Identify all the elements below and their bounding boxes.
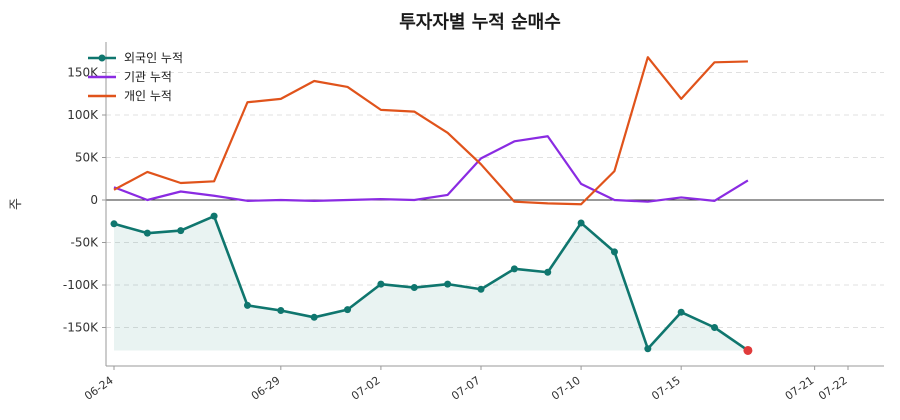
x-tick-label: 06-29: [249, 374, 283, 403]
x-tick-label: 07-21: [783, 374, 817, 403]
legend-item-2: 개인 누적: [88, 89, 172, 103]
legend-item-0: 외국인 누적: [88, 51, 183, 65]
y-tick-label: 100K: [67, 108, 99, 122]
data-point: [210, 212, 218, 220]
y-axis-label: 주: [9, 198, 24, 210]
x-tick-label: 06-24: [82, 374, 116, 403]
x-tick-label: 07-22: [816, 374, 850, 403]
x-tick-label: 07-07: [449, 374, 483, 403]
data-point: [644, 345, 652, 353]
y-tick-label: 50K: [75, 151, 99, 165]
data-point: [711, 324, 719, 331]
data-point: [143, 229, 151, 237]
legend-label: 기관 누적: [124, 70, 172, 84]
y-tick-label: -100K: [63, 278, 99, 292]
data-point: [110, 220, 118, 228]
series-line-1: [113, 135, 749, 203]
series: [110, 56, 753, 355]
data-point: [477, 285, 485, 293]
y-tick-label: 0: [90, 193, 98, 207]
data-point: [444, 280, 452, 288]
series-area-0: [114, 216, 748, 351]
legend-label: 개인 누적: [124, 89, 172, 103]
x-tick-label: 07-10: [549, 374, 583, 403]
x-ticks: 06-24 06-29 07-02 07-07 07-10 07-15 07-21 07-22: [82, 366, 850, 403]
data-point: [277, 307, 285, 314]
data-point: [510, 265, 518, 273]
legend-label: 외국인 누적: [124, 51, 183, 65]
data-point: [177, 227, 185, 235]
data-point: [677, 308, 685, 316]
legend-marker: [98, 54, 106, 62]
x-tick-label: 07-02: [349, 374, 383, 403]
last-point: [743, 345, 753, 355]
legend-item-1: 기관 누적: [88, 70, 172, 84]
data-point: [243, 301, 251, 309]
data-point: [344, 306, 352, 314]
data-point: [577, 219, 585, 227]
x-tick-label: 07-15: [649, 374, 683, 403]
y-tick-label: -50K: [71, 236, 100, 250]
data-point: [310, 313, 318, 321]
chart-title: 투자자별 누적 순매수: [399, 12, 561, 33]
data-point: [377, 280, 385, 288]
series-line-2: [113, 56, 748, 206]
data-point: [410, 284, 418, 292]
y-tick-label: -150K: [63, 321, 99, 335]
data-point: [544, 268, 552, 276]
data-point: [610, 248, 618, 256]
series-line-0: [113, 214, 749, 352]
